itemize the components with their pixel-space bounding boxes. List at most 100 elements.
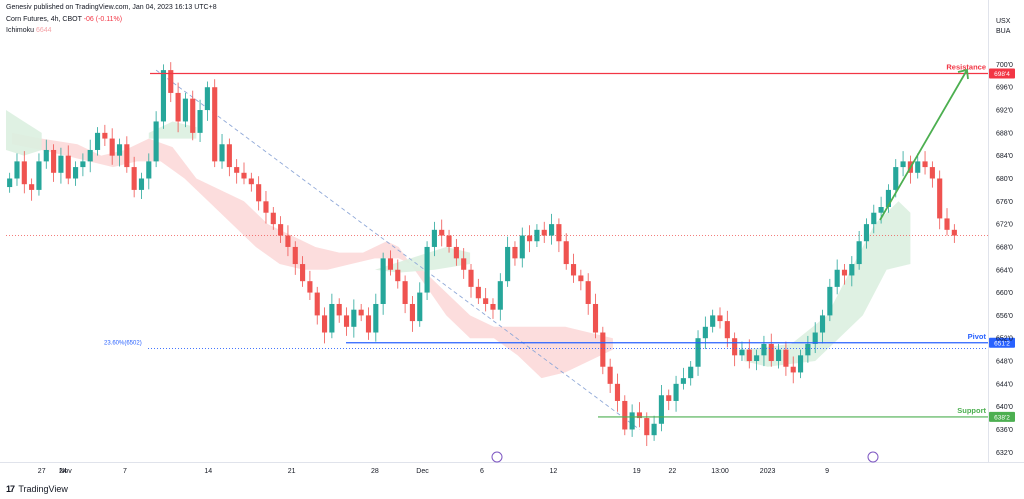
x-tick-label: 19 bbox=[633, 468, 641, 475]
projection-arrow-head bbox=[957, 68, 969, 80]
level-badge-value: 651'2 bbox=[994, 340, 1010, 347]
candle-body bbox=[204, 87, 210, 111]
candle-body bbox=[65, 155, 71, 179]
candle-body bbox=[497, 281, 503, 310]
candle-body bbox=[7, 178, 13, 188]
indicator-label: Ichimoku bbox=[6, 27, 35, 34]
candle-body bbox=[21, 161, 27, 185]
y-tick-label: 668'0 bbox=[996, 244, 1013, 251]
chart-header-indicator[interactable]: Ichimoku 6644 bbox=[6, 27, 52, 34]
event-marker-icon bbox=[867, 451, 879, 463]
candle-body bbox=[314, 292, 320, 316]
candle-body bbox=[761, 343, 767, 356]
candle-body bbox=[658, 395, 664, 424]
level-badge-value: 638'2 bbox=[994, 414, 1010, 421]
candle-body bbox=[351, 309, 357, 327]
candle-body bbox=[856, 241, 862, 265]
candle-body bbox=[241, 172, 247, 179]
candle-body bbox=[680, 378, 686, 384]
candle-body bbox=[614, 383, 621, 401]
candle-body bbox=[783, 349, 789, 367]
price-change: -06 (-0.11%) bbox=[83, 16, 123, 23]
candle-body bbox=[834, 269, 840, 287]
currency-label: BUA bbox=[996, 28, 1011, 35]
candle-body bbox=[541, 229, 547, 236]
currency-label: USX bbox=[996, 18, 1011, 25]
candle-body bbox=[343, 315, 350, 327]
candle-body bbox=[827, 286, 833, 316]
candle-body bbox=[73, 167, 79, 179]
y-tick-label: 692'0 bbox=[996, 108, 1013, 115]
candle-body bbox=[915, 161, 921, 173]
candle-body bbox=[278, 224, 284, 236]
candle-body bbox=[951, 229, 957, 236]
y-tick-label: 680'0 bbox=[996, 176, 1013, 183]
x-tick-label: Nov bbox=[59, 468, 72, 475]
candle-body bbox=[234, 167, 240, 173]
level-badge-support bbox=[989, 411, 1015, 422]
candle-body bbox=[849, 264, 855, 276]
candle-body bbox=[109, 138, 115, 156]
candle-body bbox=[461, 258, 467, 270]
candle-body bbox=[717, 315, 723, 322]
y-tick-label: 632'0 bbox=[996, 450, 1013, 457]
candle-body bbox=[754, 355, 760, 362]
candle-body bbox=[219, 144, 225, 162]
candle-body bbox=[644, 418, 650, 436]
candle-body bbox=[885, 189, 891, 208]
y-tick-label: 676'0 bbox=[996, 199, 1013, 206]
candle-body bbox=[746, 349, 752, 362]
y-tick-label: 664'0 bbox=[996, 267, 1013, 274]
tradingview-footer: 17 TradingView bbox=[6, 484, 68, 494]
candle-body bbox=[300, 264, 306, 282]
candle-body bbox=[468, 269, 474, 287]
candle-body bbox=[36, 161, 42, 190]
x-tick-label: 12 bbox=[550, 468, 558, 475]
candle-body bbox=[651, 423, 657, 436]
candle-body bbox=[424, 246, 430, 293]
candle-body bbox=[446, 235, 452, 247]
candle-body bbox=[490, 303, 496, 310]
candle-body bbox=[710, 315, 716, 327]
candle-body bbox=[365, 315, 372, 333]
ichimoku-cloud-bullish bbox=[148, 121, 197, 139]
candle-body bbox=[285, 235, 291, 247]
candle-body bbox=[556, 224, 562, 242]
candle-body bbox=[182, 98, 188, 122]
x-tick-label: 27 bbox=[38, 468, 46, 475]
candle-body bbox=[776, 349, 782, 362]
ichimoku-cloud-bullish bbox=[374, 246, 471, 273]
candle-body bbox=[29, 184, 35, 190]
candle-body bbox=[592, 303, 599, 333]
candle-body bbox=[878, 207, 884, 213]
x-tick-label: 2023 bbox=[760, 468, 776, 475]
tradingview-logo-icon: 17 bbox=[6, 484, 15, 494]
candle-body bbox=[307, 281, 313, 293]
candle-body bbox=[395, 269, 401, 282]
candle-body bbox=[212, 87, 218, 162]
candle-body bbox=[226, 144, 232, 168]
candle-body bbox=[80, 161, 86, 168]
candle-body bbox=[270, 212, 276, 225]
x-tick-label: Dec bbox=[416, 468, 429, 475]
candle-body bbox=[863, 224, 870, 242]
candle-body bbox=[519, 235, 525, 259]
candle-body bbox=[944, 218, 950, 230]
chart-header-symbol[interactable]: Corn Futures, 4h, CBOT -06 (-0.11%) bbox=[6, 16, 122, 23]
candle-body bbox=[768, 343, 774, 362]
y-tick-label: 660'0 bbox=[996, 290, 1013, 297]
candle-body bbox=[402, 281, 408, 304]
candle-body bbox=[600, 332, 606, 367]
candle-body bbox=[819, 315, 826, 333]
candle-body bbox=[131, 167, 137, 190]
x-tick-label: 7 bbox=[123, 468, 127, 475]
candle-body bbox=[732, 338, 738, 356]
candle-body bbox=[629, 412, 635, 430]
y-tick-label: 700'0 bbox=[996, 62, 1013, 69]
candle-body bbox=[841, 269, 848, 276]
descending-trendline bbox=[155, 69, 640, 430]
candle-body bbox=[373, 303, 379, 333]
x-tick-label: 13:00 bbox=[711, 468, 729, 475]
candle-body bbox=[527, 235, 533, 242]
